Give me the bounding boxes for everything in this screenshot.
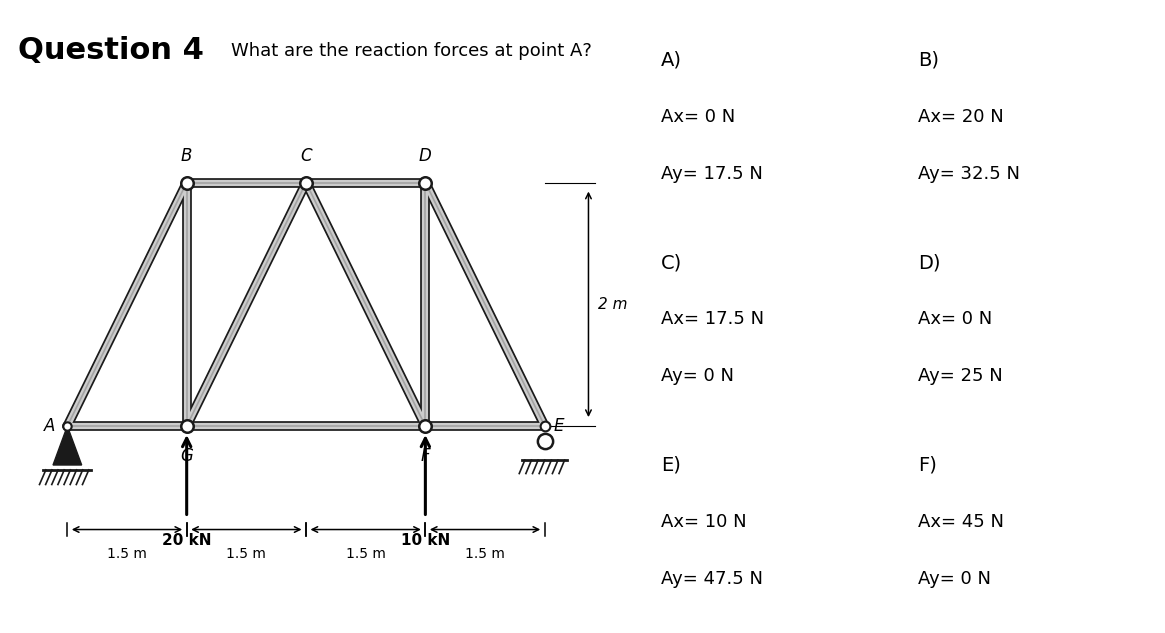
- Text: 2 m: 2 m: [598, 297, 628, 312]
- Text: D: D: [419, 147, 432, 165]
- Text: E: E: [553, 417, 564, 435]
- Text: Ax= 10 N: Ax= 10 N: [662, 513, 747, 530]
- Text: Ay= 25 N: Ay= 25 N: [918, 367, 1003, 385]
- Text: Ax= 17.5 N: Ax= 17.5 N: [662, 310, 764, 328]
- Text: E): E): [662, 456, 682, 475]
- Text: C): C): [662, 253, 683, 272]
- Text: What are the reaction forces at point A?: What are the reaction forces at point A?: [231, 42, 592, 60]
- Text: 1.5 m: 1.5 m: [107, 546, 147, 561]
- Text: D): D): [918, 253, 941, 272]
- Text: Ax= 20 N: Ax= 20 N: [918, 108, 1004, 125]
- Text: A): A): [662, 51, 683, 70]
- Text: Ax= 0 N: Ax= 0 N: [662, 108, 735, 125]
- Text: Ay= 32.5 N: Ay= 32.5 N: [918, 165, 1021, 182]
- Text: 1.5 m: 1.5 m: [226, 546, 267, 561]
- Text: F: F: [421, 448, 430, 465]
- Text: C: C: [301, 147, 312, 165]
- Text: Ax= 0 N: Ax= 0 N: [918, 310, 993, 328]
- Text: A: A: [44, 417, 56, 435]
- Text: Ay= 47.5 N: Ay= 47.5 N: [662, 570, 763, 587]
- Text: 1.5 m: 1.5 m: [465, 546, 504, 561]
- Text: Question 4: Question 4: [19, 36, 204, 65]
- Text: F): F): [918, 456, 938, 475]
- Text: Ax= 45 N: Ax= 45 N: [918, 513, 1004, 530]
- Text: 10 kN: 10 kN: [401, 533, 450, 548]
- Text: Ay= 17.5 N: Ay= 17.5 N: [662, 165, 763, 182]
- Text: G: G: [181, 448, 193, 465]
- Text: B): B): [918, 51, 939, 70]
- Text: B: B: [181, 147, 192, 165]
- Text: 20 kN: 20 kN: [162, 533, 211, 548]
- Text: Ay= 0 N: Ay= 0 N: [918, 570, 991, 587]
- Polygon shape: [54, 426, 82, 465]
- Text: Ay= 0 N: Ay= 0 N: [662, 367, 734, 385]
- Text: 1.5 m: 1.5 m: [346, 546, 386, 561]
